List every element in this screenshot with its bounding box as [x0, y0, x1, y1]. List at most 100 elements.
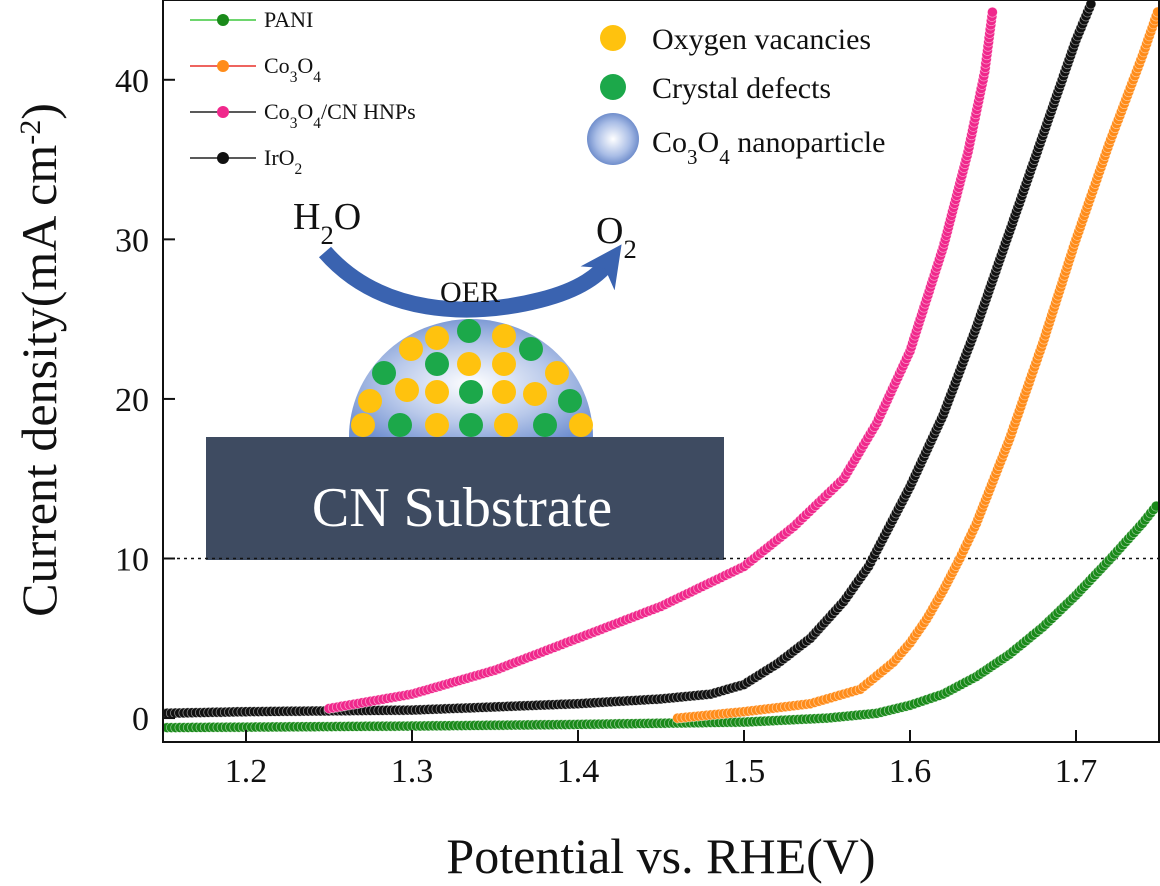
text-part: 4 — [313, 115, 321, 132]
oxygen-vacancy-dot — [569, 413, 593, 437]
x-tick-label: 1.4 — [557, 753, 600, 790]
text-part: O — [698, 126, 720, 159]
y-title-sup: -2 — [14, 120, 47, 145]
crystal-defect-dot — [425, 352, 449, 376]
data-point — [987, 6, 998, 18]
text-part: /CN HNPs — [321, 99, 416, 124]
oer-label: OER — [440, 276, 500, 309]
crystal-defect-dot — [533, 413, 557, 437]
series-line — [677, 7, 1159, 720]
crystal-defect-dot — [600, 74, 626, 100]
text-part: 3 — [290, 115, 298, 132]
y-axis-ticks: 0 10 20 30 40 — [115, 63, 175, 738]
inset-key-item: Crystal defects — [600, 72, 831, 105]
text-part: O — [334, 196, 361, 238]
x-tick-label: 1.7 — [1055, 753, 1098, 790]
text-part: 2 — [295, 161, 303, 178]
oxygen-vacancy-dot — [351, 413, 375, 437]
text-part: 4 — [719, 145, 730, 169]
text-part: nanoparticle — [730, 126, 886, 159]
nanoparticle-dots — [351, 319, 593, 437]
legend-label: IrO2 — [264, 145, 302, 178]
legend-marker — [217, 106, 229, 118]
x-tick-label: 1.5 — [723, 753, 766, 790]
text-part: 3 — [687, 145, 698, 169]
series-co3o4 — [672, 6, 1159, 724]
oxygen-vacancy-dot — [523, 382, 547, 406]
legend-label: PANI — [264, 7, 313, 32]
oxygen-vacancy-dot — [492, 324, 516, 348]
text-part: Co — [264, 99, 290, 124]
x-tick-label: 1.2 — [225, 753, 268, 790]
plot-area — [163, 0, 1159, 733]
legend-item-pani: PANI — [190, 7, 313, 32]
oxygen-vacancy-dot — [457, 352, 481, 376]
series-iro2 — [163, 0, 1097, 719]
x-axis-title: Potential vs. RHE(V) — [446, 828, 875, 884]
crystal-defect-dot — [558, 389, 582, 413]
oxygen-vacancy-dot — [494, 413, 518, 437]
text-part: O — [596, 210, 623, 252]
product-o2: O2 — [596, 210, 637, 264]
text-part: O — [297, 53, 313, 78]
oxygen-vacancy-dot — [425, 326, 449, 350]
crystal-defect-dot — [388, 413, 412, 437]
legend-item-co3o4: Co3O4 — [190, 53, 321, 86]
reactant-h2o: H2O — [293, 196, 361, 250]
substrate-label: CN Substrate — [312, 477, 612, 539]
legend-marker — [217, 152, 229, 164]
schematic-inset: CN Substrate H2O O2 OER Oxygen vacancies… — [206, 23, 885, 560]
text-part: 4 — [313, 69, 321, 86]
y-tick-label: 0 — [132, 701, 149, 738]
data-point — [1152, 6, 1159, 18]
legend-label: Co3O4/CN HNPs — [264, 99, 416, 132]
crystal-defect-dot — [519, 337, 543, 361]
oxygen-vacancy-dot — [395, 378, 419, 402]
nanoparticle-icon — [587, 113, 639, 165]
text-part: Oxygen vacancies — [652, 23, 871, 56]
y-tick-label: 30 — [115, 222, 149, 259]
oer-arrow — [318, 244, 622, 318]
y-title-main: Current density(mA cm — [11, 145, 67, 617]
crystal-defect-dot — [459, 413, 483, 437]
text-part: PANI — [264, 7, 313, 32]
x-tick-label: 1.3 — [391, 753, 434, 790]
series-co3o4cn — [323, 6, 998, 714]
oxygen-vacancy-dot — [425, 380, 449, 404]
text-part: O — [297, 99, 313, 124]
data-point — [1085, 0, 1097, 10]
legend-item-co3o4cn: Co3O4/CN HNPs — [190, 99, 416, 132]
oxygen-vacancy-dot — [425, 413, 449, 437]
text-part: H — [293, 196, 320, 238]
y-tick-label: 20 — [115, 382, 149, 419]
cn-substrate-block — [206, 437, 724, 560]
y-tick-label: 40 — [115, 63, 149, 100]
inset-key: Oxygen vacancies Crystal defects Co3O4 nan… — [587, 23, 885, 169]
oxygen-vacancy-dot — [358, 389, 382, 413]
inset-key-item: Co3O4 nanoparticle — [587, 113, 885, 169]
inset-key-label: Crystal defects — [652, 72, 831, 105]
data-point — [1150, 500, 1159, 512]
crystal-defect-dot — [457, 319, 481, 343]
inset-key-item: Oxygen vacancies — [600, 23, 871, 56]
axes: 1.2 1.3 1.4 1.5 1.6 1.7 0 10 20 30 40 Potential v… — [11, 0, 1160, 884]
legend-label: Co3O4 — [264, 53, 321, 86]
x-axis-ticks: 1.2 1.3 1.4 1.5 1.6 1.7 — [225, 730, 1098, 790]
text-part: Co — [652, 126, 687, 159]
crystal-defect-dot — [372, 361, 396, 385]
text-part: Crystal defects — [652, 72, 831, 105]
text-part: 3 — [290, 69, 298, 86]
oxygen-vacancy-dot — [492, 352, 516, 376]
y-title-end: ) — [11, 103, 67, 120]
text-part: Co — [264, 53, 290, 78]
oxygen-vacancy-dot — [399, 337, 423, 361]
oxygen-vacancy-dot — [600, 25, 626, 51]
inset-key-label: Co3O4 nanoparticle — [652, 126, 885, 169]
y-tick-label: 10 — [115, 541, 149, 578]
plot-frame — [162, 0, 1160, 743]
inset-key-label: Oxygen vacancies — [652, 23, 871, 56]
crystal-defect-dot — [459, 380, 483, 404]
y-axis-title: Current density(mA cm-2) — [11, 103, 67, 617]
